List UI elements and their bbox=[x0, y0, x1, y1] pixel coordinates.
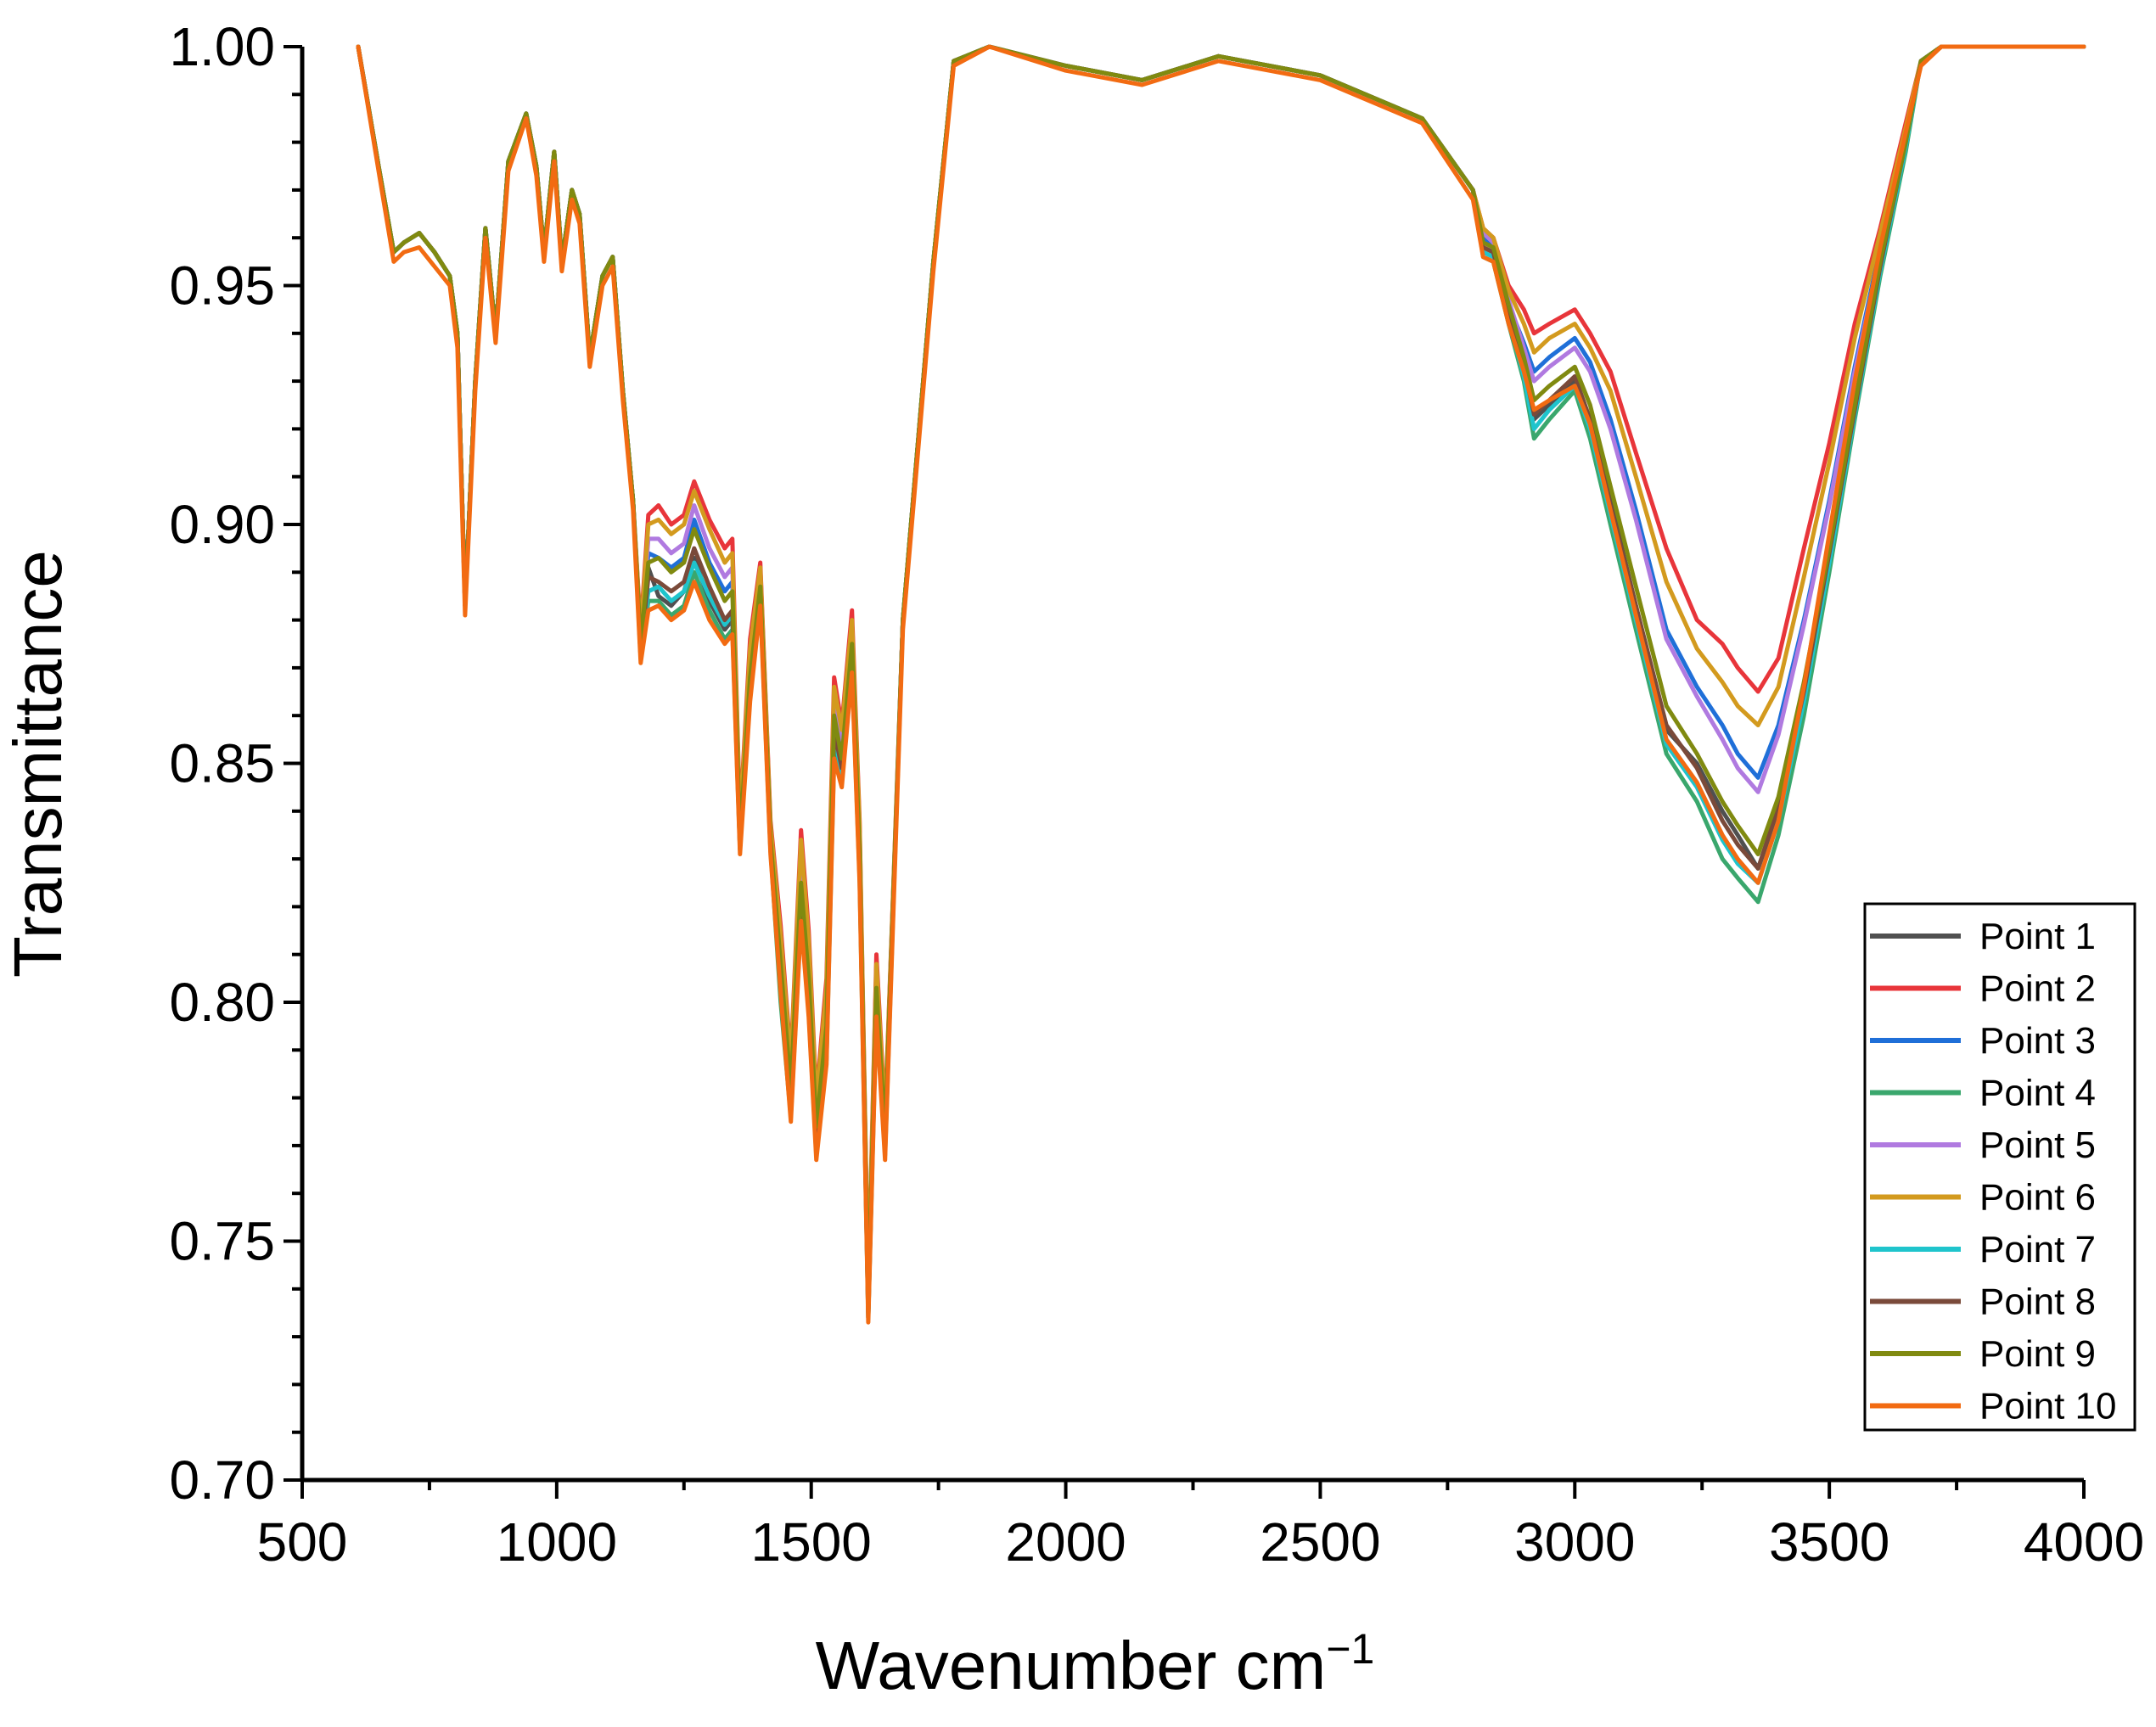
series-line-point-4 bbox=[356, 44, 2086, 1320]
x-axis-ticks: 500 1000 1500 2000 2500 3000 3500 4000 bbox=[257, 1480, 2144, 1573]
x-tick-label: 2500 bbox=[1260, 1511, 1380, 1573]
y-axis-title: Transmittance bbox=[0, 550, 76, 978]
x-tick-label: 4000 bbox=[2024, 1511, 2144, 1573]
y-tick-label: 0.90 bbox=[169, 494, 275, 555]
x-tick-label: 1500 bbox=[751, 1511, 872, 1573]
y-tick-label: 0.80 bbox=[169, 972, 275, 1033]
legend-label-point-4: Point 4 bbox=[1979, 1073, 2096, 1114]
series-lines bbox=[356, 44, 2086, 1325]
legend-label-point-8: Point 8 bbox=[1979, 1281, 2096, 1323]
x-tick-label: 2000 bbox=[1005, 1511, 1126, 1573]
legend-label-point-7: Point 7 bbox=[1979, 1229, 2096, 1270]
series-line-point-5 bbox=[356, 44, 2086, 1301]
legend-label-point-1: Point 1 bbox=[1979, 916, 2096, 957]
y-tick-label: 0.75 bbox=[169, 1211, 275, 1272]
series-line-point-8 bbox=[356, 44, 2086, 1315]
y-tick-label: 1.00 bbox=[169, 16, 275, 77]
series-line-point-7 bbox=[356, 44, 2086, 1315]
x-axis-title: Wavenumber cm−1 bbox=[816, 1625, 1375, 1703]
series-line-point-6 bbox=[356, 44, 2086, 1296]
series-line-point-10 bbox=[356, 44, 2086, 1325]
series-line-point-2 bbox=[356, 44, 2086, 1292]
legend-label-point-3: Point 3 bbox=[1979, 1020, 2096, 1062]
y-tick-label: 0.70 bbox=[169, 1449, 275, 1511]
legend-label-point-5: Point 5 bbox=[1979, 1124, 2096, 1166]
legend-label-point-10: Point 10 bbox=[1979, 1386, 2116, 1427]
x-tick-label: 3500 bbox=[1769, 1511, 1889, 1573]
y-axis-ticks: 0.70 0.75 0.80 0.85 0.90 0.95 1.00 bbox=[169, 16, 302, 1511]
legend-label-point-2: Point 2 bbox=[1979, 968, 2096, 1010]
series-line-point-9 bbox=[356, 44, 2086, 1310]
series-line-point-1 bbox=[356, 44, 2086, 1320]
x-tick-label: 3000 bbox=[1514, 1511, 1635, 1573]
legend-label-point-6: Point 6 bbox=[1979, 1177, 2096, 1219]
legend: Point 1 Point 2 Point 3 Point 4 Point 5 Point… bbox=[1863, 902, 2136, 1432]
x-tick-label: 500 bbox=[257, 1511, 348, 1573]
y-tick-label: 0.95 bbox=[169, 255, 275, 317]
series-line-point-3 bbox=[356, 44, 2086, 1306]
y-tick-label: 0.85 bbox=[169, 733, 275, 794]
legend-box bbox=[1863, 902, 2136, 1432]
x-tick-label: 1000 bbox=[497, 1511, 617, 1573]
legend-label-point-9: Point 9 bbox=[1979, 1333, 2096, 1375]
axes bbox=[300, 47, 2084, 1483]
